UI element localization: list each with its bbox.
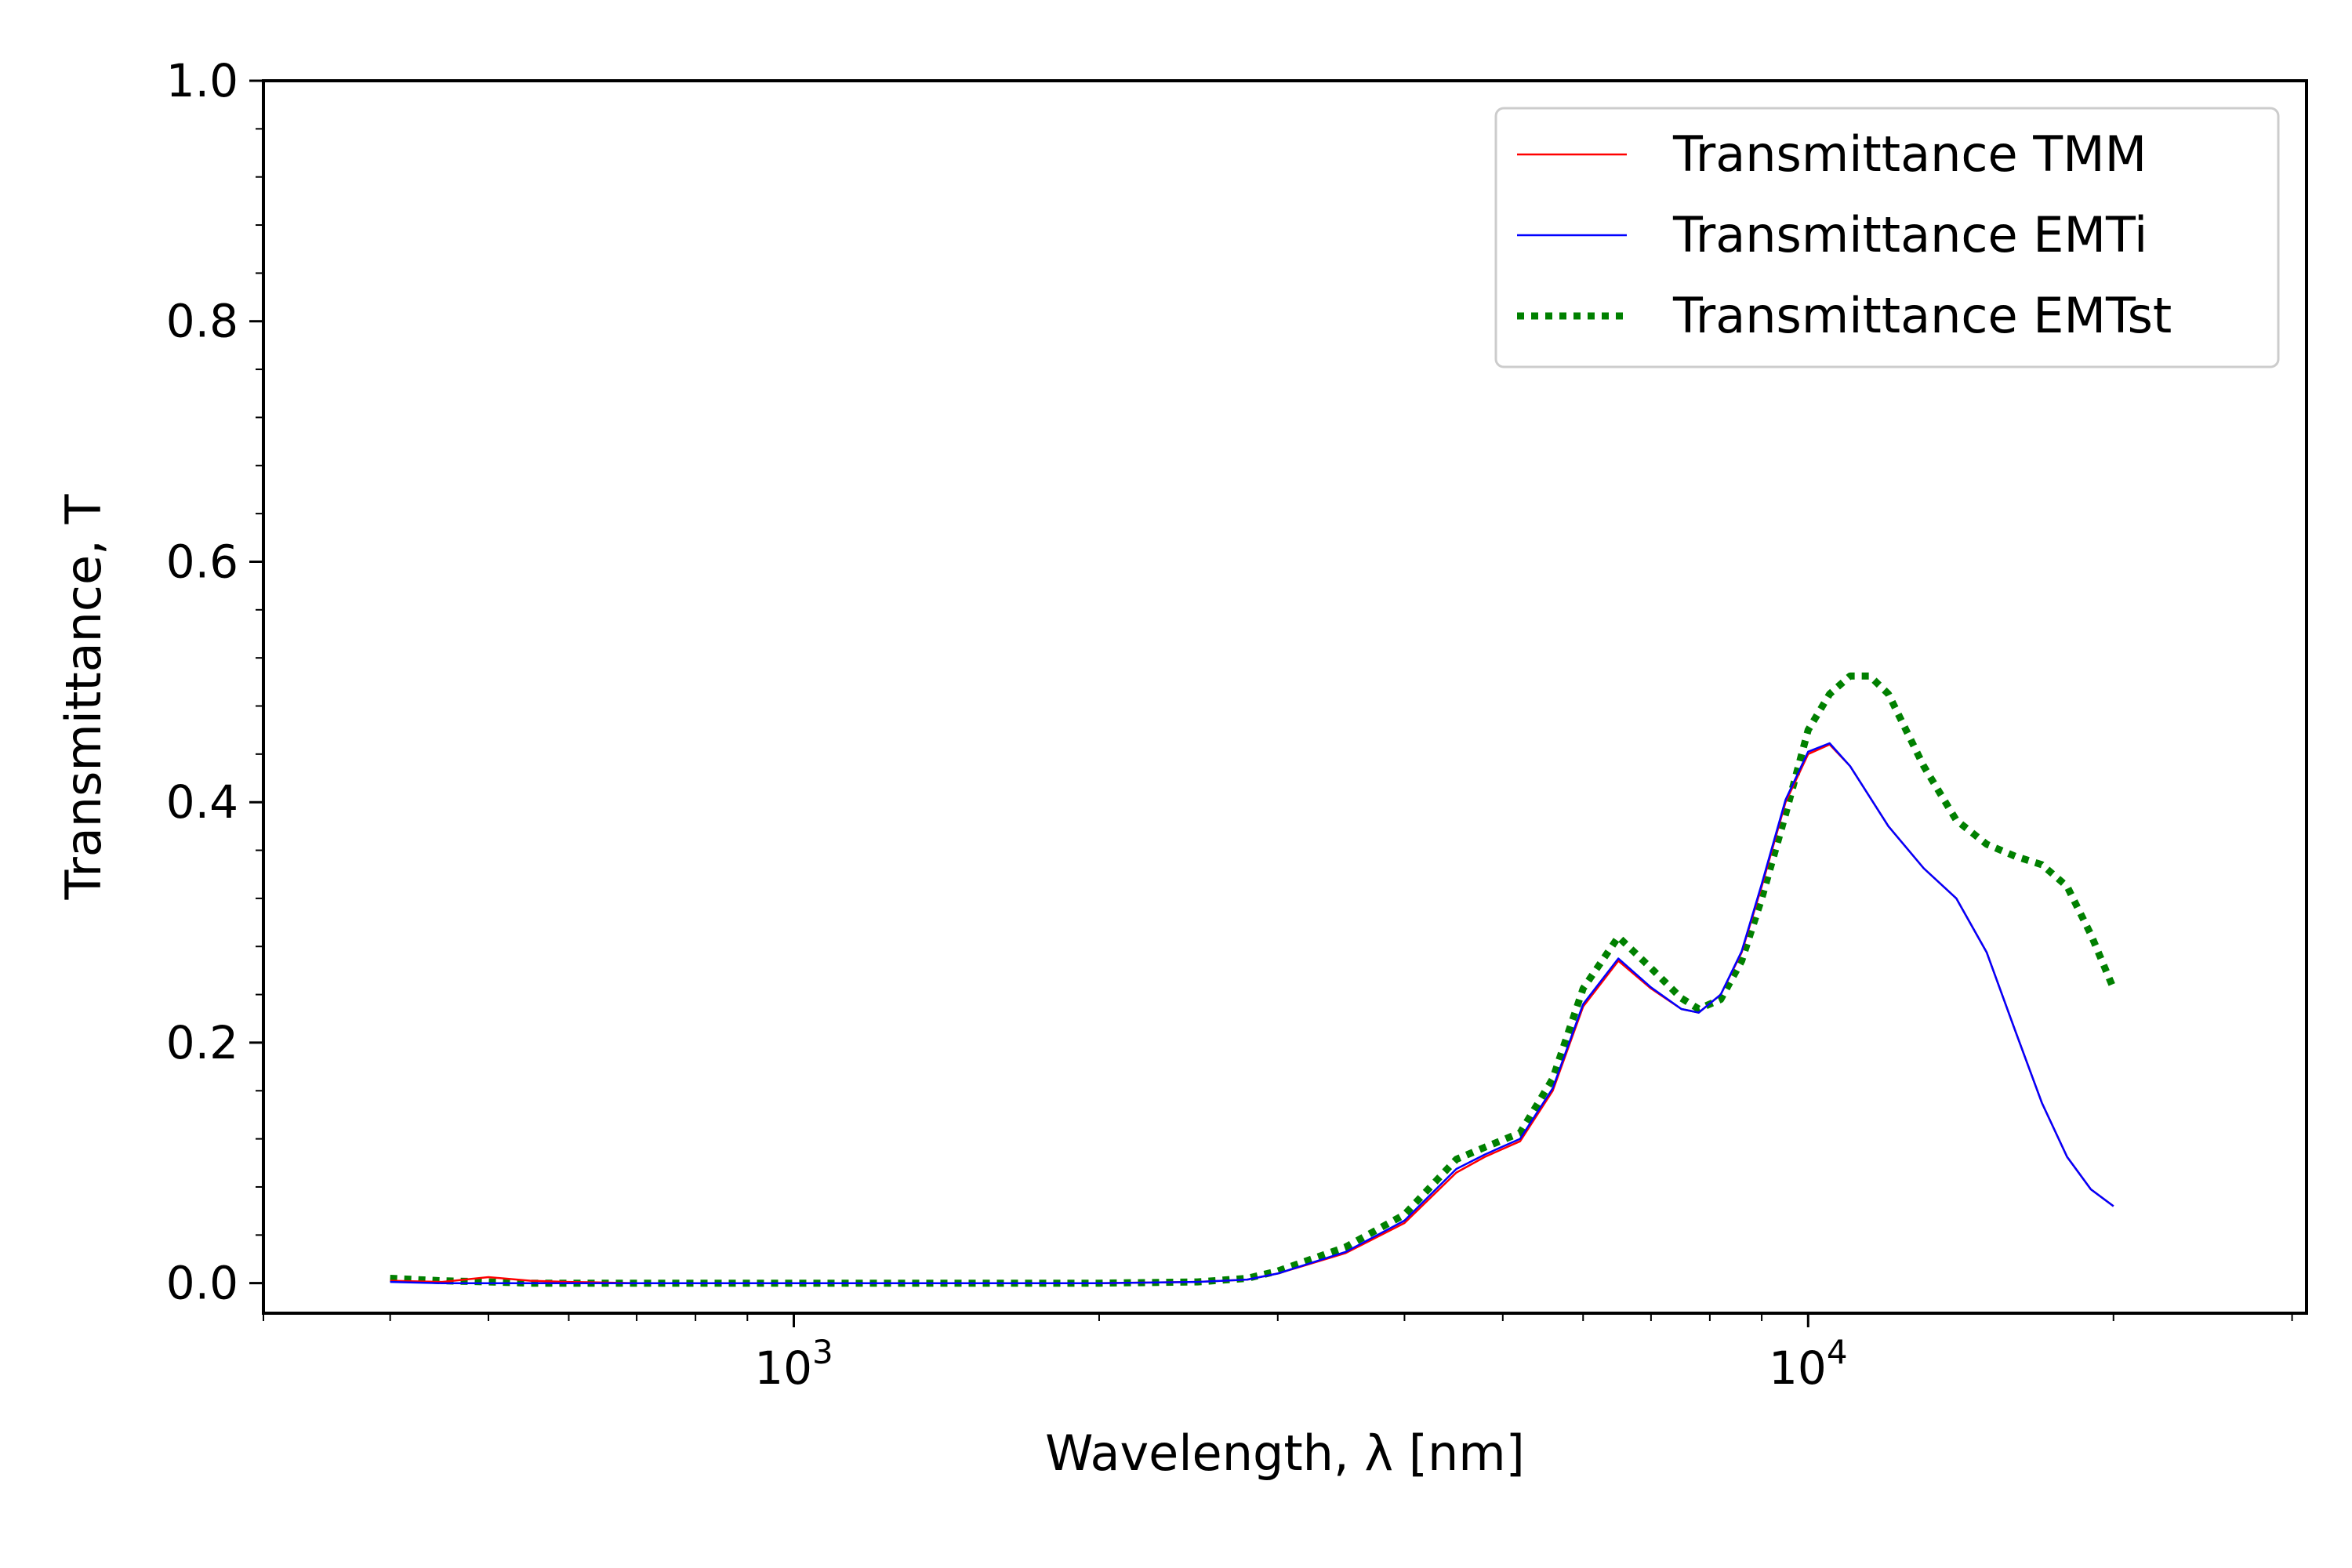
- plot-frame: [262, 79, 2308, 1315]
- y-tick-label-5: 1.0: [166, 54, 238, 107]
- legend-label-emtst: Transmittance EMTst: [1672, 287, 2172, 344]
- legend: Transmittance TMM Transmittance EMTi Tra…: [1494, 107, 2280, 368]
- series-group: [390, 672, 2117, 1287]
- legend-box: [1494, 107, 2280, 368]
- x-tick-label-1: 104: [1769, 1333, 1848, 1395]
- legend-label-emti: Transmittance EMTi: [1672, 206, 2147, 263]
- tick-labels: 0.0 0.2 0.4 0.6 0.8 1.0 103 104: [166, 54, 1848, 1395]
- y-tick-label-0: 0.0: [166, 1257, 238, 1310]
- x-axis-label: Wavelength, λ [nm]: [1045, 1425, 1525, 1482]
- y-tick-label-3: 0.6: [166, 535, 238, 588]
- legend-label-tmm: Transmittance TMM: [1672, 125, 2147, 183]
- y-axis-label: Transmittance, T: [55, 493, 112, 900]
- x-tick-label-0: 103: [754, 1333, 833, 1395]
- y-tick-label-4: 0.8: [166, 295, 238, 348]
- y-tick-label-2: 0.4: [166, 775, 238, 829]
- y-tick-label-1: 0.2: [166, 1016, 238, 1069]
- series-line-transmittance-emti: [390, 742, 2114, 1284]
